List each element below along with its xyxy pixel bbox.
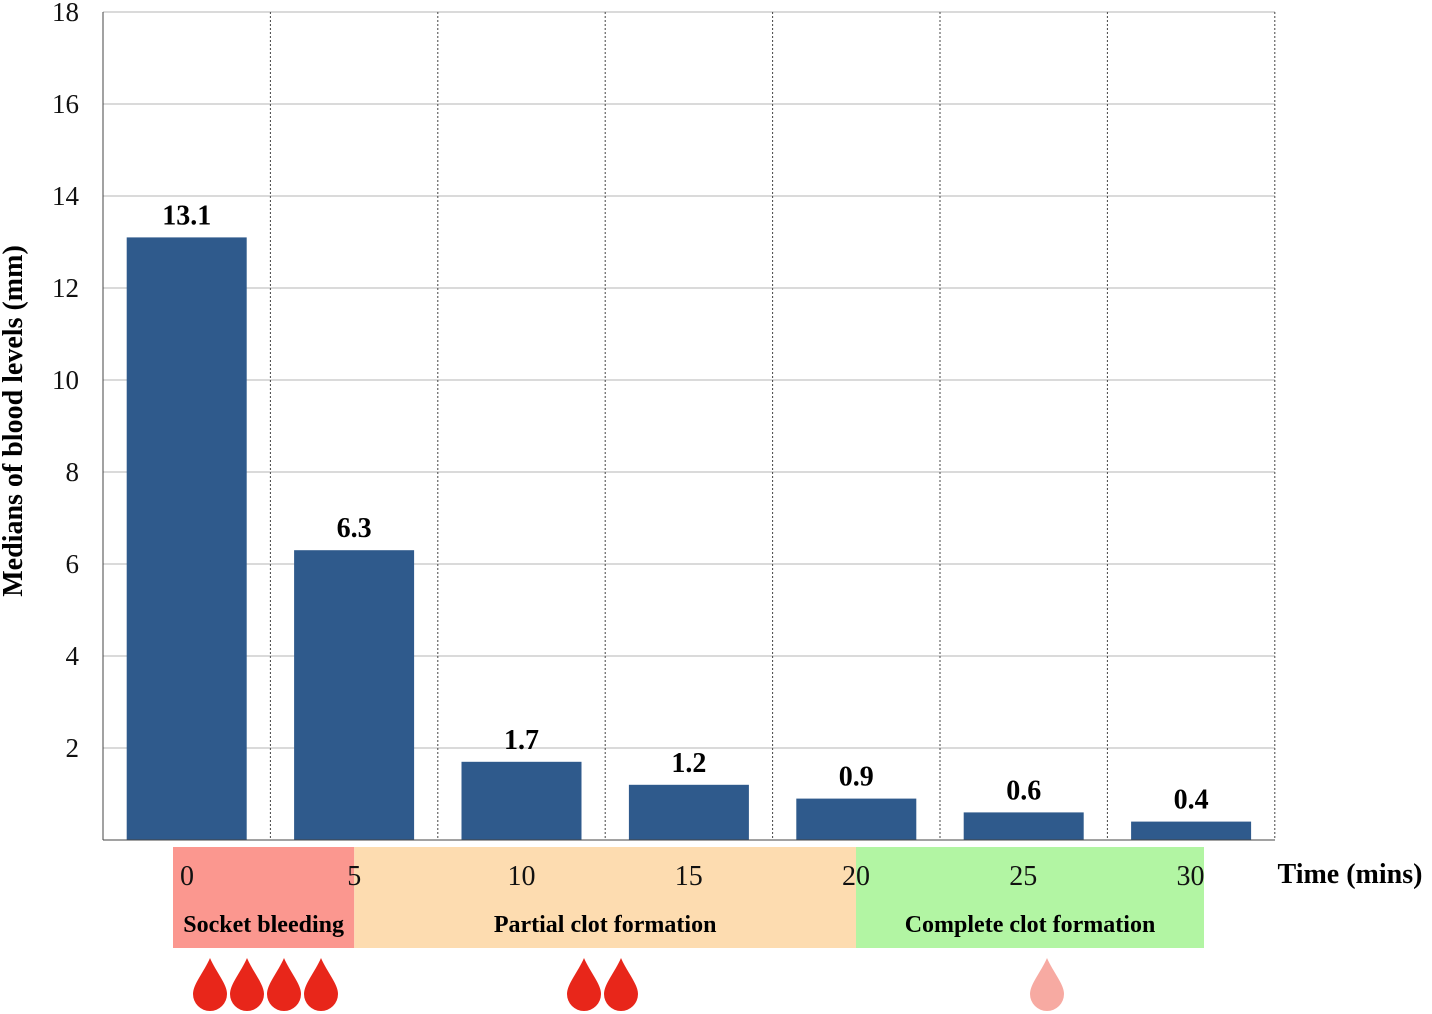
blood-drop-icon [267,958,301,1011]
bar-value-label: 1.7 [504,725,539,756]
y-tick-label: 2 [66,733,80,763]
bar [796,798,917,840]
bar-value-label: 0.4 [1174,785,1209,816]
phase-layer: Socket bleeding Partial clot formation Com… [173,847,1205,1011]
time-tick-label: 30 [1177,861,1205,892]
y-tick-label: 4 [66,641,80,671]
y-tick-label: 10 [52,365,79,395]
y-tick-label: 14 [52,181,80,211]
bar [294,550,415,840]
y-tick-label: 6 [66,549,80,579]
time-tick-label: 5 [347,861,361,892]
bars-layer: 13.1 6.3 1.7 1.2 0.9 0.6 0.4 [126,200,1252,840]
phase-label: Partial clot formation [494,912,717,938]
y-tick-label: 16 [52,89,79,119]
phase-band [173,847,355,948]
blood-drop-icon [230,958,264,1011]
bar [628,784,749,840]
y-tick-label: 18 [52,0,79,27]
phase-label: Socket bleeding [183,912,344,938]
bar-value-label: 0.9 [839,762,874,793]
bar [126,237,247,840]
phase-label: Complete clot formation [905,912,1156,938]
time-tick-label: 20 [842,861,870,892]
time-tick-label: 25 [1009,861,1037,892]
y-axis-title: Medians of blood levels (mm) [0,245,29,597]
bar [1131,821,1252,840]
blood-drop-icon [193,958,227,1011]
y-tick-label: 12 [52,273,79,303]
bar [963,812,1084,840]
blood-drop-icon [604,958,638,1011]
bar-value-label: 0.6 [1006,775,1041,806]
time-tick-label: 0 [180,861,194,892]
phase-band [856,847,1204,948]
bar-value-label: 1.2 [671,748,706,779]
phase-band [354,847,856,948]
bar-value-label: 6.3 [337,513,372,544]
time-tick-label: 15 [675,861,703,892]
x-axis-title: Time (mins) [1278,859,1423,890]
time-tick-label: 10 [508,861,536,892]
grid-layer [103,11,1276,840]
blood-drop-icon [1030,958,1064,1011]
axis-layer: 2 4 6 8 10 12 14 16 18 [52,0,1275,841]
blood-drop-icon [567,958,601,1011]
bar [461,761,582,840]
blood-drop-icon [304,958,338,1011]
y-tick-label: 8 [66,457,80,487]
bar-value-label: 13.1 [162,200,211,231]
